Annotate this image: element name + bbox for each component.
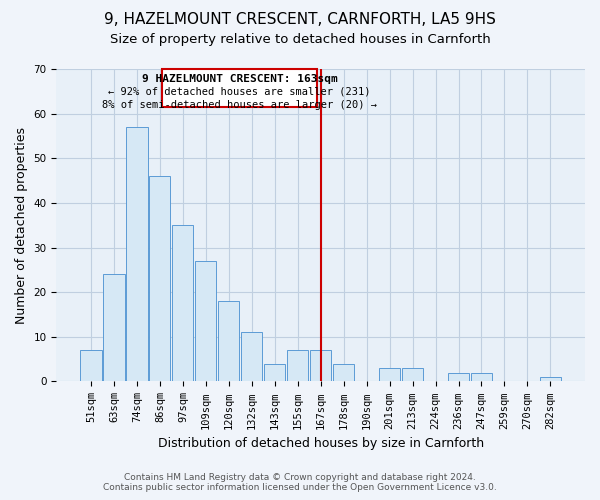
- FancyBboxPatch shape: [162, 69, 317, 107]
- Bar: [218, 301, 239, 382]
- Bar: [103, 274, 125, 382]
- Bar: [149, 176, 170, 382]
- Bar: [448, 372, 469, 382]
- Bar: [471, 372, 492, 382]
- Text: Contains HM Land Registry data © Crown copyright and database right 2024.
Contai: Contains HM Land Registry data © Crown c…: [103, 473, 497, 492]
- Bar: [540, 377, 561, 382]
- Bar: [333, 364, 354, 382]
- Bar: [264, 364, 286, 382]
- Bar: [241, 332, 262, 382]
- Text: Size of property relative to detached houses in Carnforth: Size of property relative to detached ho…: [110, 32, 490, 46]
- Bar: [310, 350, 331, 382]
- Bar: [172, 225, 193, 382]
- Bar: [80, 350, 101, 382]
- Text: ← 92% of detached houses are smaller (231): ← 92% of detached houses are smaller (23…: [109, 87, 371, 97]
- Bar: [379, 368, 400, 382]
- Bar: [127, 127, 148, 382]
- Bar: [195, 261, 217, 382]
- Bar: [287, 350, 308, 382]
- Text: 9, HAZELMOUNT CRESCENT, CARNFORTH, LA5 9HS: 9, HAZELMOUNT CRESCENT, CARNFORTH, LA5 9…: [104, 12, 496, 28]
- Bar: [402, 368, 423, 382]
- Y-axis label: Number of detached properties: Number of detached properties: [15, 126, 28, 324]
- X-axis label: Distribution of detached houses by size in Carnforth: Distribution of detached houses by size …: [158, 437, 484, 450]
- Text: 9 HAZELMOUNT CRESCENT: 163sqm: 9 HAZELMOUNT CRESCENT: 163sqm: [142, 74, 338, 85]
- Text: 8% of semi-detached houses are larger (20) →: 8% of semi-detached houses are larger (2…: [102, 100, 377, 110]
